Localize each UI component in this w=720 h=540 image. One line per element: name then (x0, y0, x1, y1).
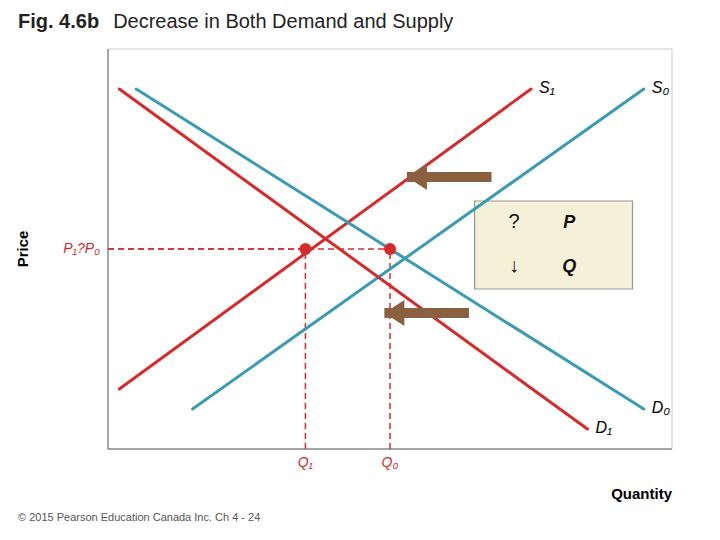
svg-text:S₁: S₁ (539, 79, 555, 96)
html-text:© 2015 Pearson Education Canad: © 2015 Pearson Education Canada Inc. Ch … (18, 511, 261, 523)
svg-text:P: P (563, 212, 576, 232)
svg-text:S₀: S₀ (652, 79, 670, 96)
html-text:Fig. 4.6b: Fig. 4.6b (18, 10, 100, 32)
svg-text:↓: ↓ (509, 254, 519, 276)
svg-text:D₀: D₀ (652, 399, 671, 416)
svg-text:Q₁: Q₁ (298, 454, 314, 470)
svg-text:Quantity: Quantity (611, 485, 672, 502)
svg-text:?: ? (509, 210, 520, 232)
svg-text:D₁: D₁ (595, 419, 612, 436)
svg-text:P₁?P₀: P₁?P₀ (63, 240, 100, 256)
svg-text:Q: Q (562, 256, 576, 276)
html-text:Decrease in Both Demand and Su: Decrease in Both Demand and Supply (113, 10, 454, 32)
svg-text:Price: Price (14, 231, 31, 268)
svg-text:Q₀: Q₀ (382, 454, 399, 470)
